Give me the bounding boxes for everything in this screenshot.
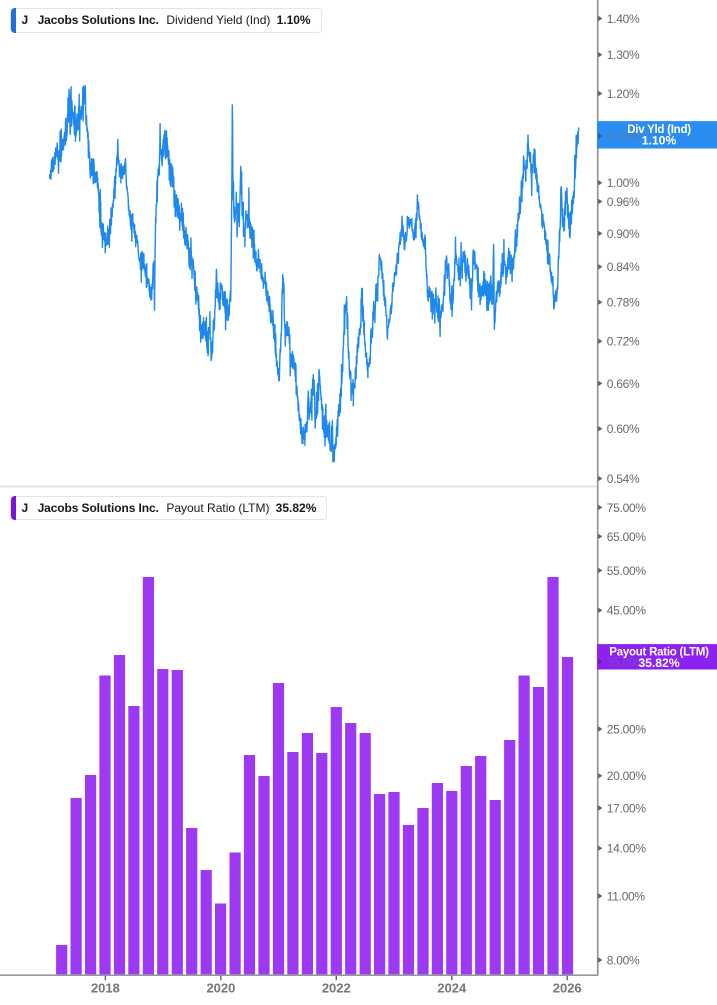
svg-text:20.00%: 20.00%	[607, 769, 647, 783]
svg-text:0.90%: 0.90%	[607, 227, 640, 241]
svg-text:17.00%: 17.00%	[607, 801, 647, 815]
svg-text:8.00%: 8.00%	[607, 953, 640, 967]
svg-text:1.00%: 1.00%	[607, 176, 640, 190]
svg-text:75.00%: 75.00%	[607, 501, 647, 515]
svg-text:0.54%: 0.54%	[607, 472, 640, 486]
svg-text:11.00%: 11.00%	[607, 889, 646, 903]
svg-text:2026: 2026	[553, 980, 582, 995]
svg-text:14.00%: 14.00%	[607, 842, 647, 856]
svg-text:1.10%: 1.10%	[642, 133, 677, 147]
svg-text:Payout Ratio (LTM): Payout Ratio (LTM)	[609, 647, 709, 659]
svg-text:35.00%: 35.00%	[607, 655, 647, 669]
svg-text:0.66%: 0.66%	[607, 377, 640, 391]
svg-text:55.00%: 55.00%	[607, 564, 647, 578]
svg-text:1.20%: 1.20%	[607, 87, 640, 101]
svg-text:Div Yld (Ind): Div Yld (Ind)	[627, 124, 691, 136]
svg-text:1.30%: 1.30%	[607, 48, 640, 62]
svg-text:35.82%: 35.82%	[638, 656, 679, 670]
svg-text:25.00%: 25.00%	[607, 722, 647, 736]
svg-text:2020: 2020	[206, 980, 235, 995]
svg-text:45.00%: 45.00%	[607, 604, 647, 618]
svg-text:1.10%: 1.10%	[607, 129, 640, 143]
svg-text:0.84%: 0.84%	[607, 260, 640, 274]
svg-text:1.40%: 1.40%	[607, 12, 640, 26]
svg-text:2024: 2024	[437, 980, 467, 995]
svg-text:2022: 2022	[322, 980, 351, 995]
svg-text:0.60%: 0.60%	[607, 422, 640, 436]
svg-text:0.72%: 0.72%	[607, 335, 640, 349]
svg-text:0.78%: 0.78%	[607, 296, 640, 310]
svg-text:0.96%: 0.96%	[607, 195, 640, 209]
svg-text:65.00%: 65.00%	[607, 530, 647, 544]
svg-text:2018: 2018	[91, 980, 120, 995]
